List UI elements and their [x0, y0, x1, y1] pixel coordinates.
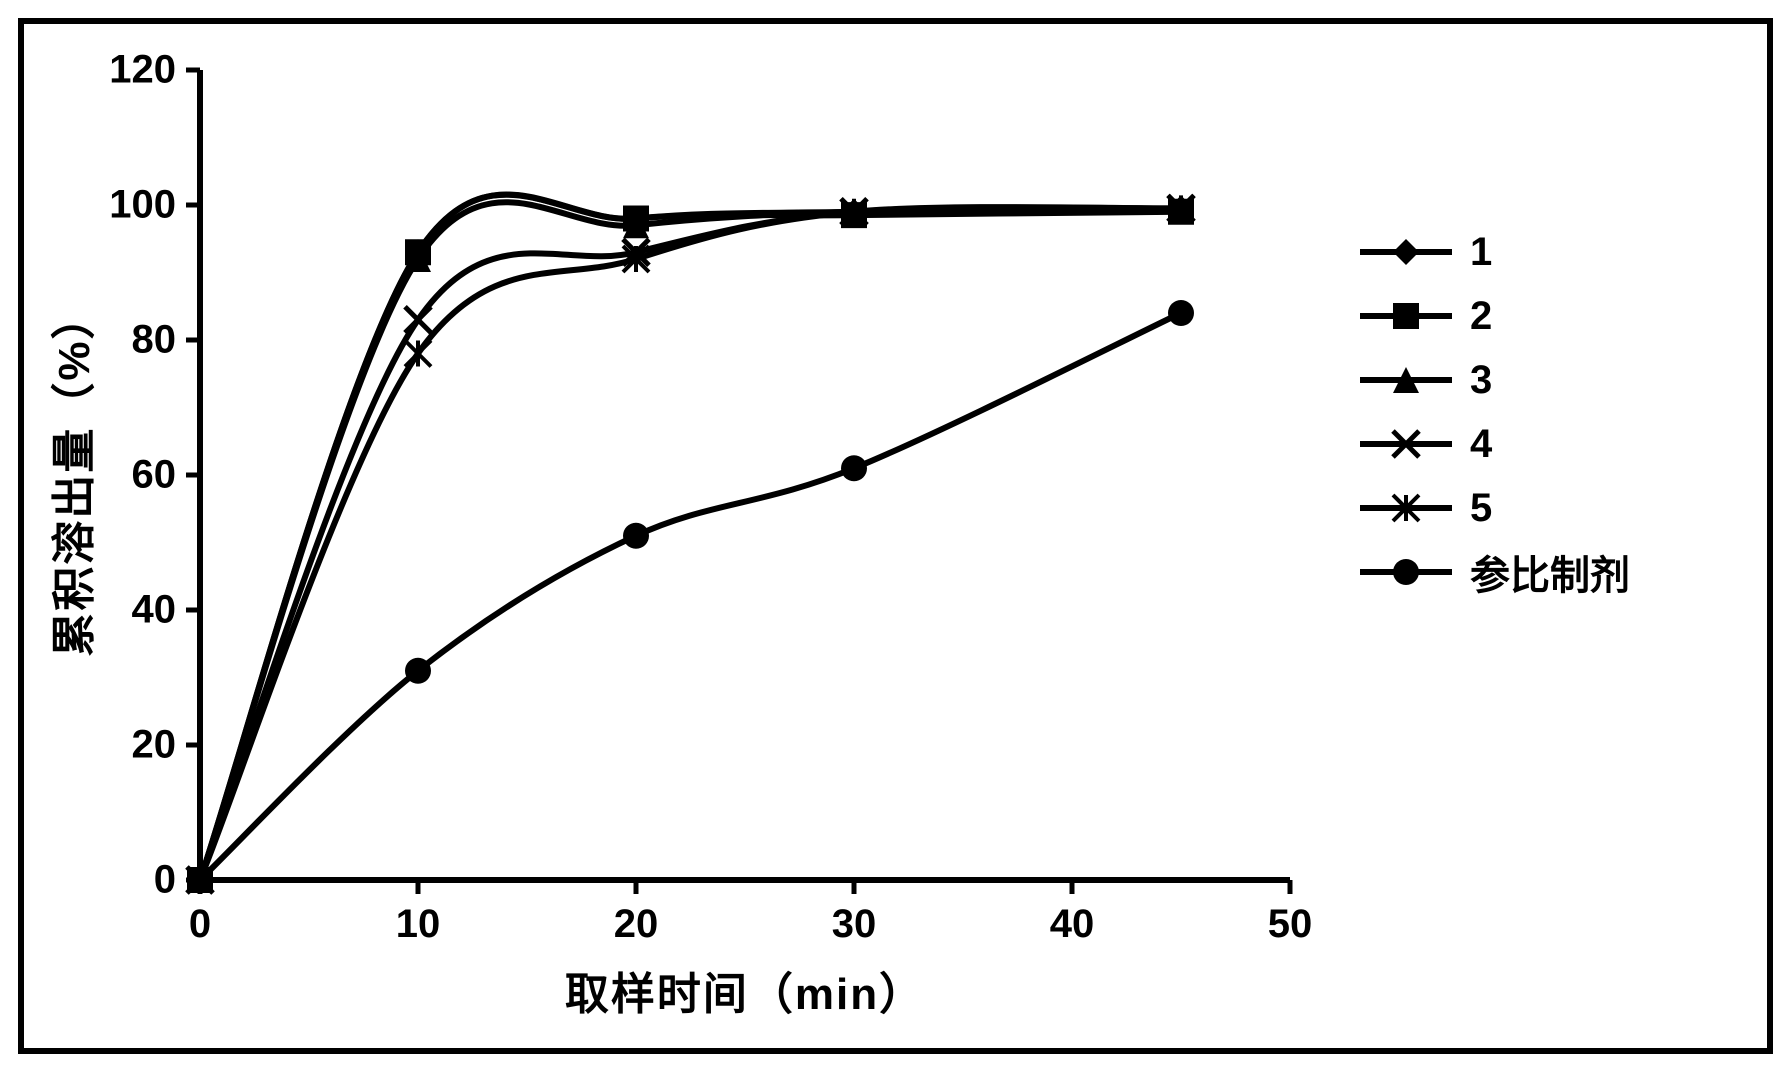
legend: 1 2 3 4 5 参比制剂 [1360, 220, 1630, 604]
series-marker-6 [1168, 300, 1194, 326]
legend-label: 1 [1470, 230, 1492, 275]
y-tick-label: 100 [109, 183, 176, 228]
legend-label: 3 [1470, 358, 1492, 403]
y-tick-label: 120 [109, 48, 176, 93]
series-line-4 [200, 208, 1181, 880]
legend-line-icon [1360, 441, 1452, 447]
legend-item-3: 3 [1360, 348, 1630, 412]
series-marker-6 [623, 523, 649, 549]
chart-outer-frame: 累积溶出量（%） 取样时间（min） 1 2 3 4 5 参比制剂 0 10 20 30 40 50… [18, 18, 1773, 1054]
series-line-2 [200, 195, 1181, 880]
series-line-6 [200, 313, 1181, 880]
legend-line-icon [1360, 249, 1452, 255]
y-axis-label: 累积溶出量（%） [38, 293, 102, 656]
legend-item-4: 4 [1360, 412, 1630, 476]
y-tick-label: 20 [132, 723, 177, 768]
x-icon [1386, 424, 1426, 464]
legend-label: 参比制剂 [1470, 543, 1630, 601]
square-icon [1386, 296, 1426, 336]
series-marker-5 [405, 341, 431, 367]
circle-icon [1386, 552, 1426, 592]
legend-label: 5 [1470, 486, 1492, 531]
legend-line-icon [1360, 505, 1452, 511]
series-marker-6 [405, 658, 431, 684]
x-tick-label: 30 [832, 902, 877, 947]
x-tick-label: 40 [1050, 902, 1095, 947]
x-tick-label: 50 [1268, 902, 1313, 947]
x-axis-label: 取样时间（min） [565, 958, 925, 1022]
y-tick-label: 0 [154, 858, 176, 903]
legend-item-2: 2 [1360, 284, 1630, 348]
diamond-icon [1386, 232, 1426, 272]
legend-label: 2 [1470, 294, 1492, 339]
series-marker-6 [841, 455, 867, 481]
legend-line-icon [1360, 569, 1452, 575]
y-tick-label: 60 [132, 453, 177, 498]
x-tick-label: 20 [614, 902, 659, 947]
legend-line-icon [1360, 313, 1452, 319]
x-tick-label: 0 [189, 902, 211, 947]
asterisk-icon [1386, 488, 1426, 528]
legend-label: 4 [1470, 422, 1492, 467]
series-line-1 [200, 195, 1181, 880]
series-line-3 [200, 202, 1181, 880]
y-tick-label: 40 [132, 588, 177, 633]
legend-item-6: 参比制剂 [1360, 540, 1630, 604]
triangle-icon [1386, 360, 1426, 400]
legend-item-1: 1 [1360, 220, 1630, 284]
series-marker-6 [187, 867, 213, 893]
legend-item-5: 5 [1360, 476, 1630, 540]
x-tick-label: 10 [396, 902, 441, 947]
y-tick-label: 80 [132, 318, 177, 363]
legend-line-icon [1360, 377, 1452, 383]
series-marker-4 [405, 307, 431, 333]
series-line-5 [200, 207, 1181, 880]
